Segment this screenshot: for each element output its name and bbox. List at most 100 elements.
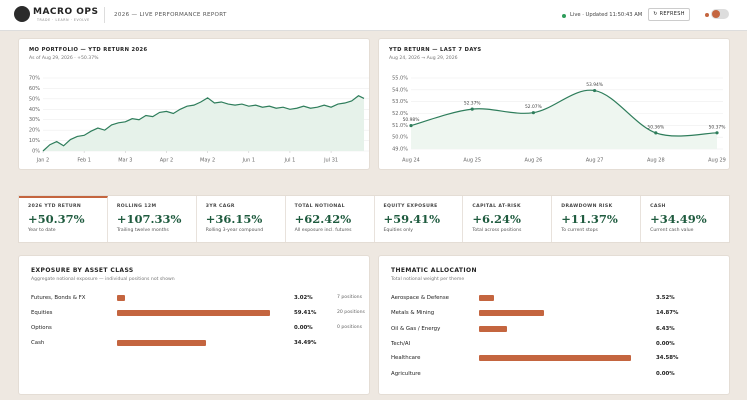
panel-subtitle: Total notional weight per theme bbox=[391, 277, 465, 282]
row-value: 59.41% bbox=[294, 310, 317, 316]
kpi-note: Total across positions bbox=[472, 228, 522, 233]
row: Tech/AI 0.00% bbox=[379, 339, 729, 349]
kpi-note: Equities only bbox=[383, 228, 413, 233]
row-positions: 0 positions bbox=[337, 325, 362, 330]
value-label: 52.37% bbox=[464, 101, 481, 107]
row-name: Futures, Bonds & FX bbox=[31, 295, 86, 301]
point bbox=[470, 107, 474, 111]
ytd-chart: 0% 10% 20% 30% 40% 50% 60% 70% Jan 2 Feb 1 Mar 3 Ap… bbox=[29, 76, 369, 164]
row-name: Metals & Mining bbox=[391, 310, 435, 316]
x-tick-label: Mar 3 bbox=[118, 158, 132, 164]
panel-title: THEMATIC ALLOCATION bbox=[391, 267, 477, 274]
row: Equities 59.41% 20 positions bbox=[19, 308, 369, 318]
row-name: Tech/AI bbox=[391, 341, 411, 347]
row-name: Healthcare bbox=[391, 355, 421, 361]
kpi-label: 3YR CAGR bbox=[205, 204, 235, 209]
ytd-panel: MO PORTFOLIO — YTD RETURN 2026 As of Aug… bbox=[18, 38, 370, 170]
row-value: 0.00% bbox=[294, 325, 313, 331]
kpi-card: EQUITY EXPOSURE +59.41% Equities only bbox=[375, 196, 464, 242]
row: Agriculture 0.00% bbox=[379, 369, 729, 379]
row-name: Options bbox=[31, 325, 52, 331]
x-tick-label: Jul 1 bbox=[284, 158, 296, 164]
kpi-label: 2026 YTD RETURN bbox=[28, 204, 82, 209]
kpi-value: +11.37% bbox=[561, 212, 618, 226]
row-value: 3.52% bbox=[656, 295, 675, 301]
y-tick-label: 54.0% bbox=[392, 87, 408, 93]
y-tick-label: 49.0% bbox=[392, 147, 408, 153]
kpi-value: +59.41% bbox=[383, 212, 441, 226]
theme-toggle[interactable] bbox=[711, 9, 729, 19]
bar bbox=[479, 310, 545, 316]
panel-subtitle: Aug 24, 2026 → Aug 29, 2026 bbox=[389, 56, 458, 61]
y-tick-label: 55.0% bbox=[392, 76, 408, 82]
x-tick-label: Aug 24 bbox=[402, 158, 420, 164]
toggle-knob bbox=[712, 10, 720, 18]
kpi-note: Trailing twelve months bbox=[116, 228, 169, 233]
row-value: 14.87% bbox=[656, 310, 679, 316]
row-value: 3.02% bbox=[294, 295, 313, 301]
row-positions: 7 positions bbox=[337, 295, 362, 300]
y-tick-label: 30% bbox=[29, 117, 40, 123]
live-dot bbox=[562, 14, 566, 18]
kpi-card: TOTAL NOTIONAL +62.42% All exposure incl. … bbox=[286, 196, 375, 242]
kpi-label: EQUITY EXPOSURE bbox=[383, 204, 438, 209]
point bbox=[593, 88, 597, 93]
kpi-note: Rolling 3-year compound bbox=[205, 228, 264, 233]
value-label: 50.36% bbox=[647, 124, 664, 130]
bar bbox=[479, 295, 495, 301]
row-name: Oil & Gas / Energy bbox=[391, 326, 441, 332]
row: Oil & Gas / Energy 6.43% bbox=[379, 324, 729, 334]
kpi-card: DRAWDOWN RISK +11.37% To current stops bbox=[552, 196, 642, 242]
x-tick-label: Aug 26 bbox=[525, 158, 543, 164]
line bbox=[410, 89, 718, 137]
asset-panel: EXPOSURE BY ASSET CLASS Aggregate notion… bbox=[18, 255, 370, 395]
status: Live · Updated 11:50:43 AM bbox=[570, 12, 643, 18]
report-title: 2026 — LIVE PERFORMANCE REPORT bbox=[114, 12, 227, 18]
value-label: 50.98% bbox=[403, 117, 420, 123]
x-tick-label: Jul 31 bbox=[323, 158, 338, 164]
kpi-value: +50.37% bbox=[28, 212, 85, 226]
kpi-value: +36.15% bbox=[205, 212, 263, 226]
logo-mark bbox=[14, 6, 30, 22]
kpi-label: DRAWDOWN RISK bbox=[561, 204, 613, 209]
row: Options 0.00% 0 positions bbox=[19, 323, 369, 333]
x-tick-label: Apr 2 bbox=[160, 158, 173, 164]
kpi-card: 2026 YTD RETURN +50.37% Year to date bbox=[19, 196, 108, 242]
row-positions: 20 positions bbox=[337, 310, 365, 315]
refresh-button[interactable]: ↻ REFRESH bbox=[648, 8, 690, 21]
panel-subtitle: Aggregate notional exposure — individual… bbox=[31, 277, 175, 282]
line bbox=[42, 95, 365, 152]
kpi-label: TOTAL NOTIONAL bbox=[294, 204, 345, 209]
row: Aerospace & Defense 3.52% bbox=[379, 293, 729, 303]
bar bbox=[117, 340, 206, 346]
kpi-card: CASH +34.49% Current cash value bbox=[641, 196, 729, 242]
theme-dot bbox=[705, 13, 709, 17]
kpi-label: ROLLING 12M bbox=[116, 204, 157, 209]
header: MACRO OPS TRADE · LEARN · EVOLVE 2026 — … bbox=[0, 0, 747, 31]
x-tick-label: Jun 1 bbox=[241, 158, 255, 164]
row-value: 6.43% bbox=[656, 326, 675, 332]
logo: MACRO OPS bbox=[33, 7, 99, 17]
x-tick-label: Aug 28 bbox=[647, 158, 665, 164]
kpi-note: Year to date bbox=[28, 228, 56, 233]
kpi-strip: 2026 YTD RETURN +50.37% Year to date ROLLIN… bbox=[18, 195, 730, 243]
week-chart: 49.0% 50.0% 51.0% 52.0% 53.0% 54.0% 55.0% Aug 2… bbox=[392, 76, 726, 164]
row: Metals & Mining 14.87% bbox=[379, 308, 729, 318]
area bbox=[43, 95, 364, 151]
row-name: Equities bbox=[31, 310, 53, 316]
point bbox=[409, 123, 413, 128]
refresh-label: REFRESH bbox=[659, 11, 685, 17]
value-label: 53.94% bbox=[586, 82, 603, 88]
value-label: 50.37% bbox=[709, 124, 726, 130]
kpi-value: +34.49% bbox=[650, 212, 707, 226]
y-tick-label: 70% bbox=[29, 76, 40, 82]
tagline: TRADE · LEARN · EVOLVE bbox=[37, 18, 90, 22]
x-tick-label: Aug 29 bbox=[708, 158, 726, 164]
panel-title: YTD RETURN — LAST 7 DAYS bbox=[389, 47, 482, 53]
x-tick-label: Feb 1 bbox=[77, 158, 91, 164]
y-tick-label: 20% bbox=[29, 128, 40, 134]
kpi-value: +62.42% bbox=[294, 212, 352, 226]
bar bbox=[479, 326, 508, 332]
bar bbox=[117, 295, 125, 301]
